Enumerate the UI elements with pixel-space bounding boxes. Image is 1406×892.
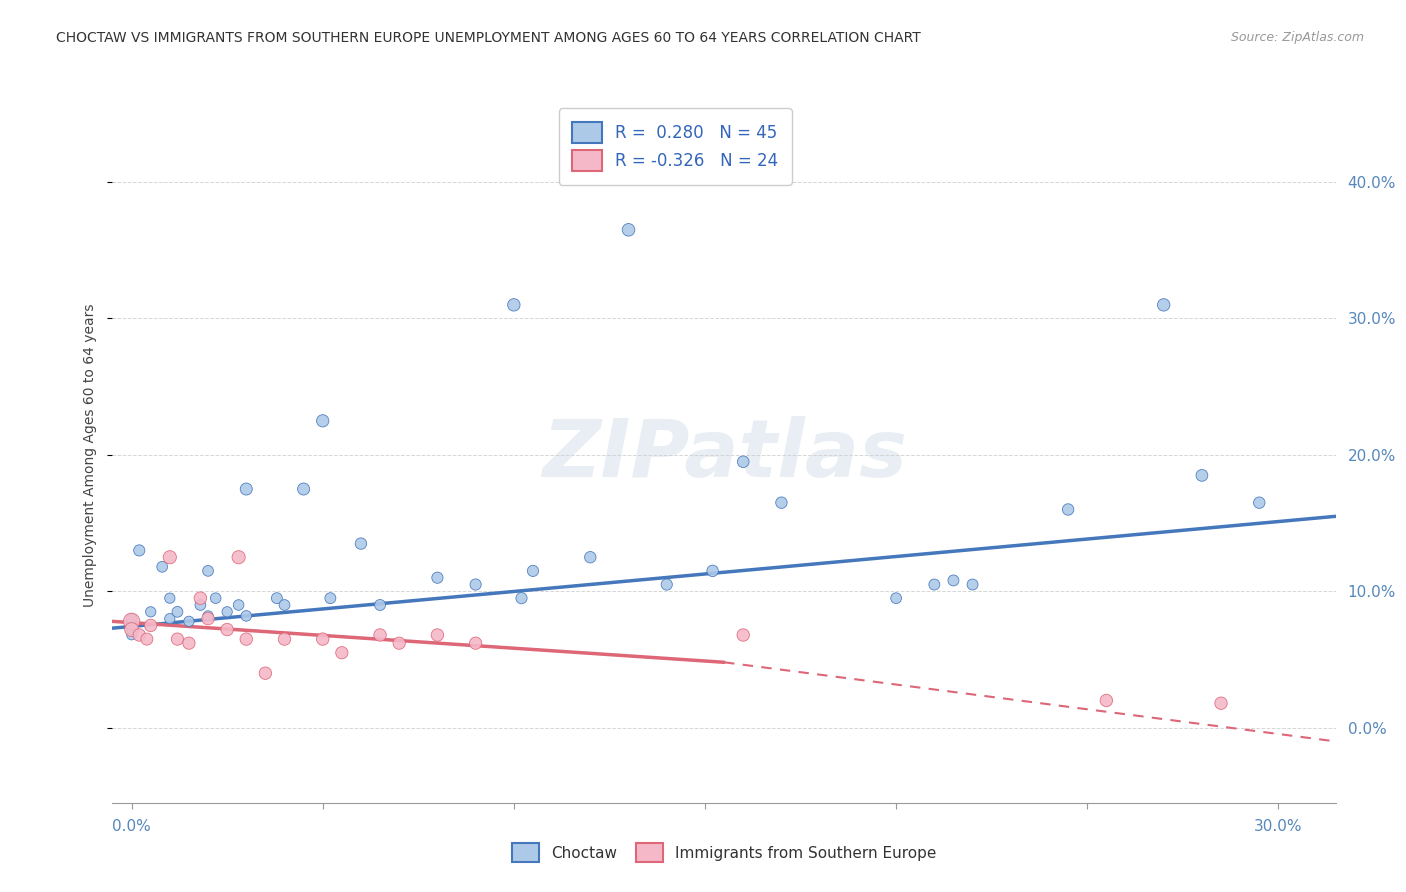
Point [273, 632, 295, 646]
Text: CHOCTAW VS IMMIGRANTS FROM SOUTHERN EUROPE UNEMPLOYMENT AMONG AGES 60 TO 64 YEAR: CHOCTAW VS IMMIGRANTS FROM SOUTHERN EURO… [56, 31, 921, 45]
Text: 30.0%: 30.0% [1254, 819, 1302, 834]
Point [1209, 696, 1232, 710]
Point [190, 598, 212, 612]
Point [139, 605, 162, 619]
Point [884, 591, 907, 606]
Point [177, 636, 200, 650]
Point [235, 608, 257, 623]
Point [312, 414, 335, 428]
Point [617, 223, 640, 237]
Point [579, 550, 602, 565]
Point [217, 605, 239, 619]
Point [733, 455, 755, 469]
Point [464, 577, 486, 591]
Point [1095, 693, 1118, 707]
Point [733, 628, 755, 642]
Point [464, 636, 486, 650]
Point [121, 623, 143, 637]
Point [350, 536, 373, 550]
Point [159, 550, 181, 565]
Point [1057, 502, 1080, 516]
Point [522, 564, 544, 578]
Point [121, 615, 143, 629]
Point [166, 632, 188, 646]
Point [235, 632, 257, 646]
Point [330, 646, 353, 660]
Point [266, 591, 288, 606]
Point [121, 623, 143, 637]
Point [426, 628, 449, 642]
Point [128, 543, 150, 558]
Point [1153, 298, 1175, 312]
Point [197, 564, 219, 578]
Point [388, 636, 411, 650]
Point [254, 666, 277, 681]
Point [135, 632, 157, 646]
Point [702, 564, 724, 578]
Point [770, 496, 793, 510]
Point [273, 598, 295, 612]
Point [962, 577, 984, 591]
Point [204, 591, 226, 606]
Point [924, 577, 946, 591]
Point [312, 632, 335, 646]
Point [217, 623, 239, 637]
Point [368, 628, 391, 642]
Point [121, 612, 143, 626]
Point [235, 482, 257, 496]
Text: Source: ZipAtlas.com: Source: ZipAtlas.com [1230, 31, 1364, 45]
Point [177, 615, 200, 629]
Point [128, 628, 150, 642]
Point [292, 482, 315, 496]
Point [159, 591, 181, 606]
Point [319, 591, 342, 606]
Point [426, 571, 449, 585]
Point [159, 612, 181, 626]
Point [190, 591, 212, 606]
Point [121, 618, 143, 632]
Text: ZIPatlas: ZIPatlas [541, 416, 907, 494]
Point [150, 559, 173, 574]
Point [1191, 468, 1213, 483]
Point [368, 598, 391, 612]
Point [655, 577, 678, 591]
Y-axis label: Unemployment Among Ages 60 to 64 years: Unemployment Among Ages 60 to 64 years [83, 303, 97, 607]
Point [139, 618, 162, 632]
Point [228, 598, 250, 612]
Point [1249, 496, 1271, 510]
Point [197, 608, 219, 623]
Point [510, 591, 533, 606]
Point [121, 628, 143, 642]
Point [942, 574, 965, 588]
Point [502, 298, 524, 312]
Point [166, 605, 188, 619]
Point [228, 550, 250, 565]
Legend: Choctaw, Immigrants from Southern Europe: Choctaw, Immigrants from Southern Europe [505, 838, 943, 868]
Text: 0.0%: 0.0% [112, 819, 150, 834]
Point [197, 612, 219, 626]
